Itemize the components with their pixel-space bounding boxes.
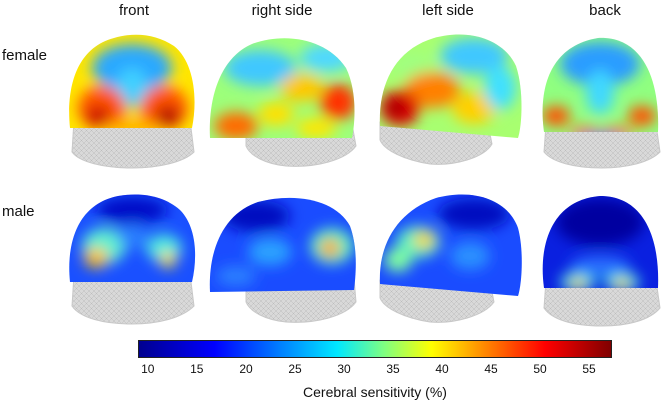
male-right-side-head-map [209, 197, 357, 323]
female-right-side-head-map [209, 38, 357, 167]
female-left-side-head-map [379, 34, 522, 165]
colorbar-tick: 50 [533, 362, 547, 376]
colorbar-tick: 55 [582, 362, 596, 376]
colorbar: 10 15 20 25 30 35 40 45 50 55 Cerebral s… [138, 340, 612, 400]
row-label-male: male [2, 203, 35, 220]
colorbar-tick: 45 [484, 362, 498, 376]
female-back-head-map [542, 37, 661, 169]
colorbar-tick: 40 [435, 362, 449, 376]
colorbar-tick: 35 [386, 362, 400, 376]
colorbar-label: Cerebral sensitivity (%) [303, 384, 447, 400]
colorbar-tick: 30 [337, 362, 351, 376]
colorbar-tick: 10 [141, 362, 155, 376]
column-title-back: back [589, 2, 621, 19]
male-front-head-map [69, 194, 196, 325]
colorbar-tick: 15 [190, 362, 204, 376]
male-back-head-map [542, 196, 661, 327]
column-title-front: front [118, 2, 149, 19]
male-left-side-head-map [379, 194, 522, 323]
colorbar-tick: 20 [239, 362, 253, 376]
female-front-head-map [69, 34, 195, 169]
column-title-left-side: left side [422, 2, 474, 19]
row-label-female: female [2, 47, 48, 64]
colorbar-tick: 25 [288, 362, 302, 376]
colorbar-gradient [138, 340, 612, 358]
column-title-right-side: right side [251, 2, 313, 19]
